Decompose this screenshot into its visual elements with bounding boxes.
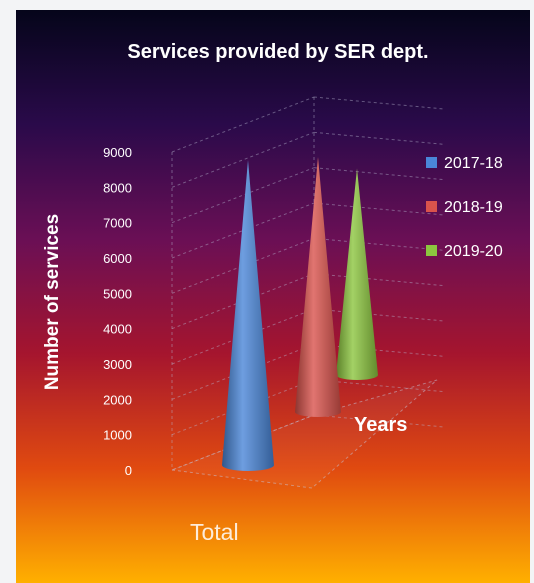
cone-2018-19 (295, 156, 341, 417)
cone-bar (222, 160, 274, 471)
legend-swatch (426, 201, 437, 212)
gridline (171, 273, 315, 330)
y-tick-label: 0 (125, 463, 132, 478)
y-tick-label: 8000 (103, 180, 132, 195)
gridline (313, 308, 445, 322)
cone-bar (295, 156, 341, 417)
chart-title: Services provided by SER dept. (127, 41, 428, 63)
legend-label: 2017-18 (444, 155, 503, 172)
cone-2019-20 (336, 168, 378, 380)
gridline (313, 131, 445, 145)
cone-bar (336, 168, 378, 380)
legend-label: 2019-20 (444, 243, 503, 260)
gridline (313, 273, 445, 287)
y-axis-label: Number of services (42, 214, 63, 390)
x-axis-label: Years (354, 414, 407, 436)
gridline (171, 379, 315, 436)
gridline (313, 379, 445, 393)
chart-cones (222, 156, 378, 471)
y-axis-ticks: 0 1000 2000 3000 4000 5000 6000 7000 8000 9000 (103, 145, 132, 478)
gridline (171, 167, 315, 224)
cone-2017-18 (222, 160, 274, 471)
y-tick-label: 6000 (103, 251, 132, 266)
gridline (171, 96, 315, 153)
gridline (171, 237, 315, 294)
chart-frame: Services provided by SER dept. 0 1000 2000… (16, 10, 530, 583)
gridline (313, 237, 445, 251)
y-tick-label: 2000 (103, 392, 132, 407)
gridline (171, 343, 315, 400)
gridline (313, 202, 445, 216)
gridline (171, 308, 315, 365)
gridline (171, 414, 315, 471)
y-tick-label: 1000 (103, 428, 132, 443)
chart-background (16, 10, 530, 583)
gridline (313, 96, 445, 110)
y-tick-label: 9000 (103, 145, 132, 160)
y-tick-label: 3000 (103, 357, 132, 372)
legend-label: 2018-19 (444, 199, 503, 216)
gridline (313, 343, 445, 357)
y-tick-label: 5000 (103, 286, 132, 301)
y-tick-label: 7000 (103, 216, 132, 231)
gridline (171, 202, 315, 259)
legend-swatch (426, 245, 437, 256)
chart-legend: 2017-18 2018-19 2019-20 (426, 155, 503, 260)
gridline (313, 167, 445, 181)
category-label: Total (190, 519, 239, 545)
legend-swatch (426, 157, 437, 168)
y-tick-label: 4000 (103, 322, 132, 337)
cone-chart: Services provided by SER dept. 0 1000 2000… (16, 10, 530, 583)
gridline (313, 414, 445, 428)
gridline (171, 131, 315, 188)
